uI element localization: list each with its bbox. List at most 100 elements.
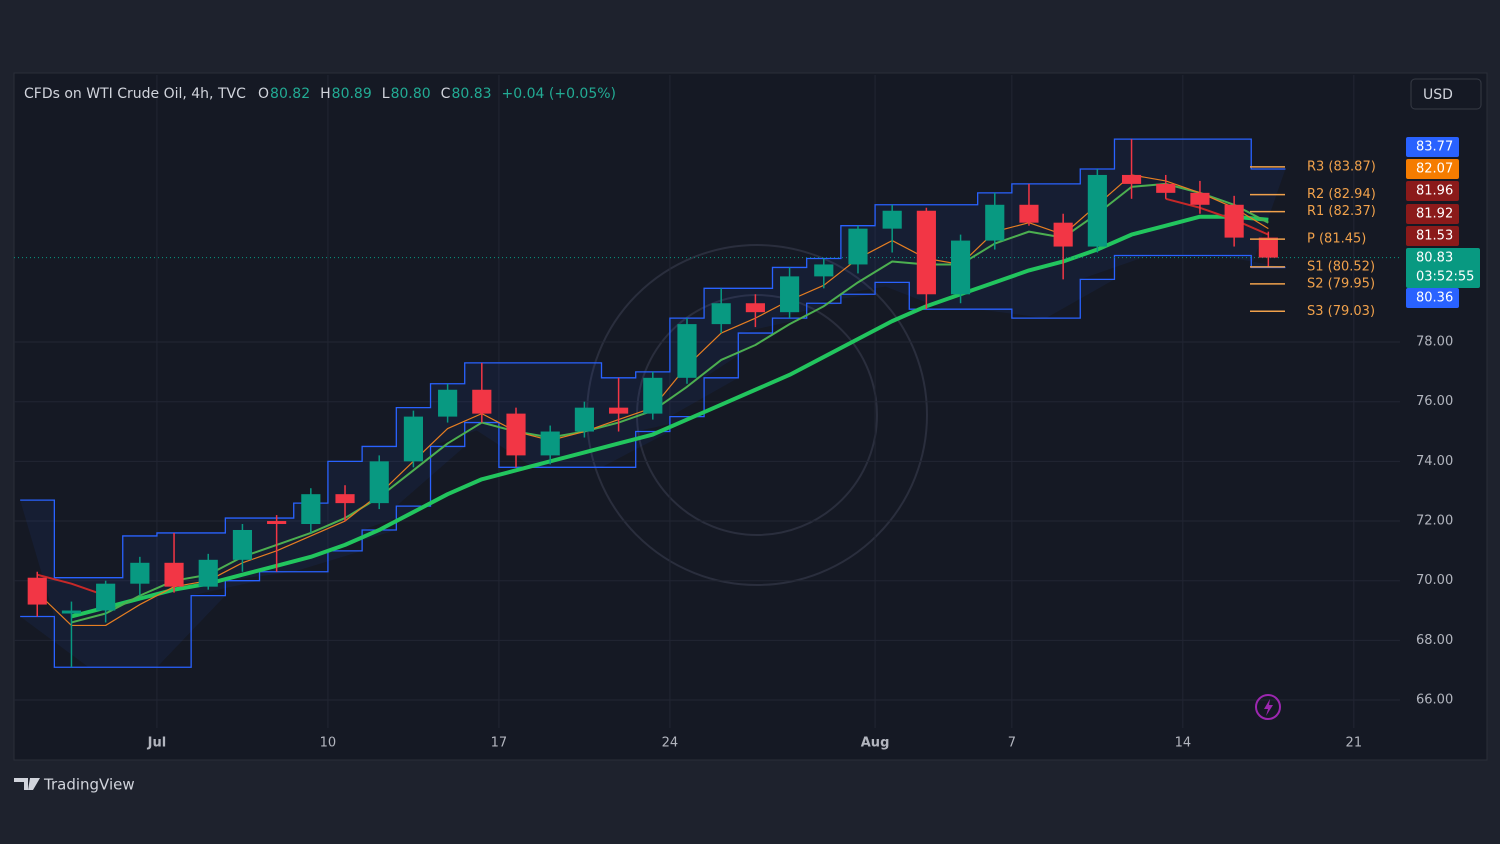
price-label: 80.83 (1416, 251, 1453, 266)
candle-body (985, 204, 1005, 241)
x-tick-label: 10 (320, 736, 337, 751)
candle-body (814, 264, 834, 277)
y-tick-label: 70.00 (1416, 573, 1453, 588)
change: +0.04 (+0.05%) (502, 86, 616, 102)
x-tick-label: 17 (491, 736, 508, 751)
y-tick-label: 68.00 (1416, 633, 1453, 648)
ohlc-key: L (382, 86, 390, 102)
candle-body (96, 583, 116, 611)
candle-body (950, 240, 971, 295)
candle-body (27, 577, 47, 605)
candle-body (267, 521, 287, 525)
ohlc-value: 80.83 (451, 86, 491, 102)
ohlc-key: O (258, 86, 269, 102)
y-tick-label: 66.00 (1416, 693, 1453, 708)
candle-body (1019, 204, 1039, 223)
candle-body (780, 276, 800, 313)
candle-body (438, 389, 458, 417)
alert-icon[interactable] (1255, 694, 1281, 720)
candle-body (848, 228, 868, 265)
ohlc: O 80.82 H 80.89 L 80.80 C 80.83 +0.04 (+0.05%) (258, 86, 616, 102)
price-label: 81.96 (1416, 184, 1453, 199)
header: CFDs on WTI Crude Oil, 4h, TVC O 80.82 H 80… (24, 86, 616, 102)
ohlc-key: C (441, 86, 451, 102)
x-tick-label: 24 (662, 736, 679, 751)
pivot-label: R1 (82.37) (1307, 204, 1376, 219)
candle-body (882, 210, 902, 229)
ohlc-key: H (320, 86, 331, 102)
price-label: 81.53 (1416, 229, 1453, 244)
candle-body (540, 431, 560, 456)
candle-body (1121, 174, 1142, 184)
price-label-box (1406, 159, 1459, 179)
candle-body (130, 562, 150, 584)
candle-body (369, 461, 389, 504)
candle-body (472, 389, 492, 414)
candle-body (1053, 222, 1073, 247)
candle-body (1258, 237, 1278, 258)
currency-button[interactable] (1410, 78, 1482, 110)
candle-body (232, 529, 253, 560)
price-label-box (1406, 137, 1459, 157)
price-label-box (1406, 181, 1459, 201)
candle-body (1156, 183, 1176, 193)
brand: TradingView (43, 776, 135, 794)
candles (27, 139, 1278, 668)
candle-body (711, 303, 731, 325)
price-label-box (1406, 248, 1480, 288)
x-tick-label: 7 (1008, 736, 1016, 751)
pivot-label: S3 (79.03) (1307, 304, 1375, 319)
band-lower (20, 254, 1286, 668)
candle-body (335, 494, 355, 504)
candle-body (916, 210, 936, 295)
x-tick-label: 14 (1175, 736, 1192, 751)
pivot-label: R2 (82.94) (1307, 187, 1376, 202)
candle-body (1190, 192, 1210, 205)
price-label: 81.92 (1416, 207, 1453, 222)
x-tick-label: 21 (1346, 736, 1363, 751)
x-tick-label: Jul (147, 736, 167, 751)
candle-body (198, 559, 218, 587)
axes: 66.00 68.00 70.00 72.00 74.00 76.00 78.00 Jul 10… (147, 137, 1480, 751)
pivot-label: S1 (80.52) (1307, 259, 1375, 274)
pivots: R3 (83.87) R2 (82.94) R1 (82.37) P (81.45) S… (1250, 159, 1376, 319)
indicator-line (37, 573, 106, 597)
ohlc-value: 80.80 (391, 86, 431, 102)
chart-panel (13, 72, 1488, 761)
band-upper (20, 138, 1286, 579)
candle-body (745, 303, 765, 313)
countdown: 03:52:55 (1416, 270, 1474, 285)
indicator-line (1165, 197, 1269, 236)
brand-logo (14, 778, 40, 790)
candle-body (609, 407, 629, 414)
candle-body (1087, 174, 1107, 247)
currency[interactable]: USD (1423, 87, 1453, 103)
symbol: CFDs on WTI Crude Oil, 4h, TVC (24, 86, 246, 102)
candle-body (403, 416, 423, 462)
pivot-label: R3 (83.87) (1307, 159, 1376, 174)
indicator-line (70, 214, 1269, 619)
alert-bolt (1264, 699, 1273, 716)
pivot-label: S2 (79.95) (1307, 276, 1375, 291)
price-label: 80.36 (1416, 291, 1453, 306)
price-label-box (1406, 204, 1459, 224)
price-label: 82.07 (1416, 162, 1453, 177)
price-label-box (1406, 226, 1459, 246)
candle-body (1224, 204, 1244, 238)
y-tick-label: 74.00 (1416, 454, 1453, 469)
ohlc-value: 80.82 (270, 86, 310, 102)
price-label: 83.77 (1416, 140, 1453, 155)
y-tick-label: 72.00 (1416, 514, 1453, 529)
candle-body (677, 324, 697, 378)
candle-body (164, 562, 184, 587)
ohlc-value: 80.89 (332, 86, 372, 102)
price-label-box (1406, 288, 1459, 308)
grid (14, 75, 1400, 728)
candle-body (301, 494, 321, 525)
y-tick-label: 76.00 (1416, 394, 1453, 409)
y-tick-label: 78.00 (1416, 335, 1453, 350)
candle-body (574, 407, 594, 432)
x-tick-label: Aug (861, 736, 890, 751)
